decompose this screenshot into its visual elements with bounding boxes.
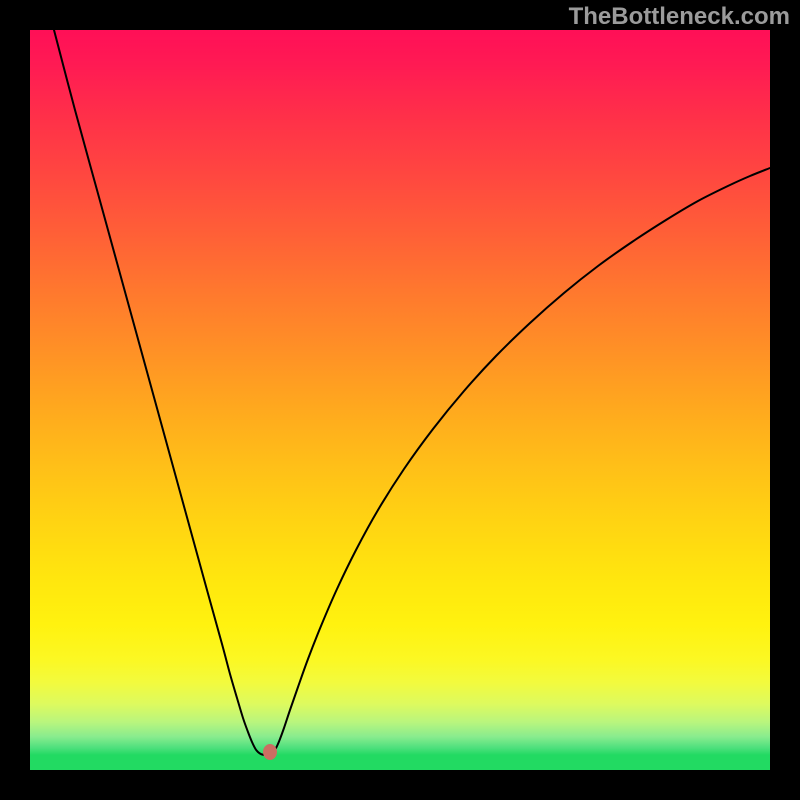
plot-background <box>30 30 770 755</box>
chart-container: TheBottleneck.com <box>0 0 800 800</box>
bottleneck-chart-svg: TheBottleneck.com <box>0 0 800 800</box>
optimal-point-marker <box>263 744 277 760</box>
watermark-text: TheBottleneck.com <box>569 3 790 30</box>
green-strip <box>30 755 770 770</box>
